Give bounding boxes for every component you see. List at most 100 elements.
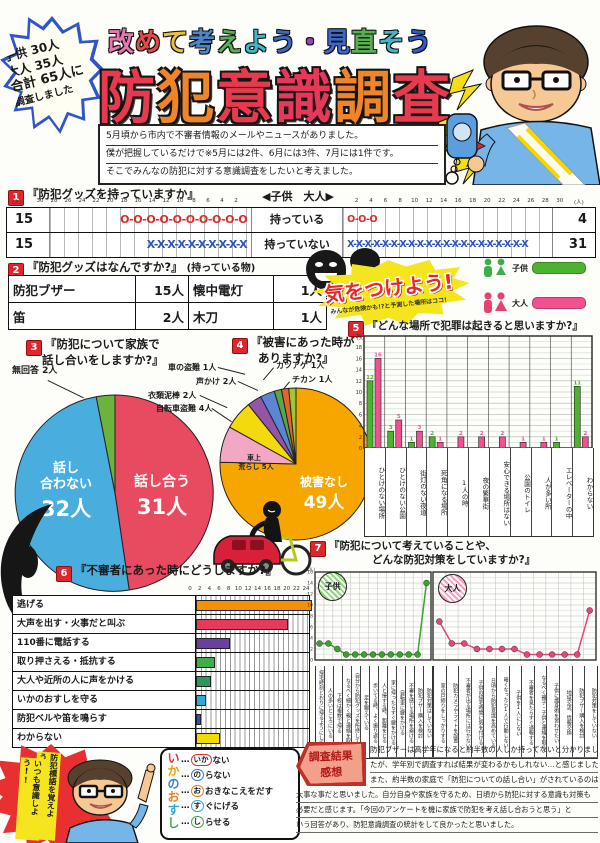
pie-slice-話し合う: [114, 394, 214, 591]
summary-banner-line1: 調査結果: [308, 749, 353, 764]
pie-slice-被害なし: [219, 387, 373, 541]
svg-text:0: 0: [359, 446, 362, 452]
svg-text:8: 8: [359, 401, 362, 407]
intro-line: 僕が把握しているだけで※5月には2件、6月には3件、7月には1件です。: [106, 146, 438, 164]
svg-text:14: 14: [356, 368, 362, 374]
q7-adult-category-labels: 家の戸締りをしっかりする 防犯カメラやライトを設置 不審者が出る場所には行かない 子供…: [433, 666, 598, 759]
q7-heading: 7 『防犯について考えていることや、: [310, 538, 496, 557]
q7-data-point: [561, 651, 568, 658]
ikanoosushi-word: いかのおすし: [167, 751, 180, 830]
q2-title: 『防犯グッズはなんですか?』: [27, 260, 183, 274]
q6-row: いかのおすしを守る: [13, 691, 309, 710]
q4-callout: 衣類泥棒 2人: [148, 391, 197, 400]
q7-category-label: 子供を1人にしない: [508, 666, 521, 758]
svg-text:14: 14: [307, 581, 313, 587]
q5-category-label: 人が多い所: [530, 448, 551, 536]
q7-data-point: [486, 645, 493, 653]
q1-row: 15 O-O-O-O-O-O-O-O-O-O 持っている O-O-O 4: [7, 208, 595, 233]
q7-child-category-labels: 帰宅時刻どおりに帰るようにしている 人の多いところにいる 下校は複数で帰る なるべく細…: [315, 666, 433, 759]
q5-title: 『どんな場所で犯罪は起きると思いますか?』: [367, 320, 583, 332]
q6-bar: [196, 656, 216, 668]
q7-category-label: 家に帰ったらすぐ鍵をかける: [387, 666, 396, 758]
poster-title: 防犯意識調査: [98, 65, 452, 131]
q7-category-label: 防犯ブザー購入を検討: [414, 666, 423, 758]
ikanoosushi-rows: … いか ない … のらない … おおきなこえをだす … すぐにげる … しらせる: [181, 752, 294, 836]
svg-text:20: 20: [356, 334, 362, 340]
q7-category-label: 地域交流、情報交換: [559, 666, 572, 758]
q1-pictograph-table: 15 O-O-O-O-O-O-O-O-O-O 持っている O-O-O 4 15 X-X-X-…: [6, 207, 596, 258]
q6-bar: [196, 599, 312, 611]
q7-category-label: 自転車に鍵をかける: [396, 666, 405, 758]
q7-category-label: 子供に護身術を習わせたい: [546, 666, 559, 758]
legend-child: 子供: [482, 258, 586, 278]
summary-line: 大事な事だと思いました。自分自身や家族を守るため、日頃から防犯に対する意識も対策…: [296, 788, 598, 803]
q6-row: 110番に電話する: [13, 634, 309, 653]
survey-count-badge: 子供 30人 大人 35人 合計 65人に 調査しました: [0, 16, 104, 134]
q7-data-point: [325, 640, 332, 647]
svg-text:11: 11: [573, 380, 581, 386]
svg-text:8: 8: [310, 614, 313, 620]
q6-bar: [196, 675, 211, 687]
q6-bar: [196, 713, 201, 725]
svg-text:(人): (人): [307, 567, 315, 573]
q5-category-labels: ひとけのない場所 ひとけのない公園 街灯のない夜道 死角になる場所 1人の時 夜の繁華街安…: [364, 448, 594, 537]
q7-category-label: 不審を感じる場所を避ける: [405, 666, 414, 758]
ikanoosushi-row: … すぐにげる: [181, 800, 240, 813]
q6-bar: [196, 637, 230, 649]
q1-axis-note: ◀子供 大人▶: [262, 190, 334, 203]
q4-callout: 自転車盗難 4人: [156, 404, 213, 413]
svg-text:2: 2: [500, 431, 504, 437]
summary-line: たが、学年別で調査すれば結果が変わるかもしれない…と感じました。: [370, 758, 598, 773]
q7-category-label: 暗くなったら1人で行動しない: [496, 666, 509, 758]
q7-child-badge: 子供: [318, 572, 347, 601]
svg-text:4: 4: [359, 424, 362, 430]
summary-line: また、約半数の家庭で「防犯についての話し合い」がされているのは: [370, 773, 598, 788]
svg-text:12: 12: [356, 379, 362, 385]
svg-text:16: 16: [307, 570, 313, 576]
svg-text:10: 10: [356, 390, 362, 396]
svg-text:合わない: 合わない: [40, 476, 92, 492]
q7-line-charts: 0 2 4 6 8 10 12 14 16(人): [307, 567, 597, 664]
q4-callout: チカン 1人: [292, 375, 333, 384]
q7-data-point: [523, 651, 531, 658]
q2-cell: 1人: [273, 275, 327, 303]
q7-data-point: [473, 645, 481, 653]
q7-data-point: [511, 645, 518, 653]
q2-cell: 15人: [135, 275, 189, 303]
svg-text:3: 3: [418, 425, 422, 431]
q4-title-line1: 『被害にあった時が: [251, 335, 355, 349]
summary-line: 防犯ブザーは高学年になると約半数の人しか持ってないと分かりまし: [370, 743, 598, 758]
q6-row: 取り押さえる・抵抗する: [13, 653, 309, 672]
q4-callout: 車の盗難 1人: [168, 363, 217, 372]
svg-text:1: 1: [410, 436, 414, 442]
q7-category-label: 日頃から防犯意識を高めている: [483, 666, 496, 758]
boy-pointing-illustration: [65, 759, 156, 843]
q5-number-badge: 5: [348, 321, 364, 337]
q7-data-point: [369, 651, 377, 658]
svg-text:話し合う: 話し合う: [134, 473, 190, 490]
q7-category-label: 防犯対策はしていない: [423, 666, 432, 758]
q2-note: (持っている物): [186, 263, 256, 274]
q6-row: 防犯ベルや笛を鳴らす: [13, 710, 309, 729]
q7-data-point: [586, 607, 593, 614]
svg-text:1: 1: [438, 436, 442, 442]
pie-slice-チカン: [288, 387, 297, 465]
q6-bar: [196, 732, 221, 744]
q6-title: 『不審者にあった時にどうしますか?』: [75, 563, 278, 577]
ikanoosushi-row: … おおきなこえをだす: [181, 784, 274, 797]
q4-leader-line: [262, 367, 274, 381]
ikanoosushi-row: … いか ない: [181, 753, 230, 766]
q7-data-point: [548, 651, 556, 658]
q7-category-label: 人と接する時、距離をとる: [378, 666, 387, 758]
q7-category-label: 防犯ブザー購入を検討: [571, 666, 584, 758]
ikanoosushi-box: いかのおすし … いか ない … のらない … おおきなこえをだす … すぐにげる … しらせる: [160, 748, 300, 840]
q3-heading: 3 『防犯について家族で: [26, 336, 160, 356]
svg-text:6: 6: [359, 412, 362, 418]
q7-data-point: [436, 618, 443, 625]
q7-number-badge: 7: [310, 541, 326, 557]
q6-number-badge: 6: [56, 566, 72, 582]
svg-text:1: 1: [542, 436, 546, 442]
q6-heading: 6 『不審者にあった時にどうしますか?』: [56, 562, 277, 582]
